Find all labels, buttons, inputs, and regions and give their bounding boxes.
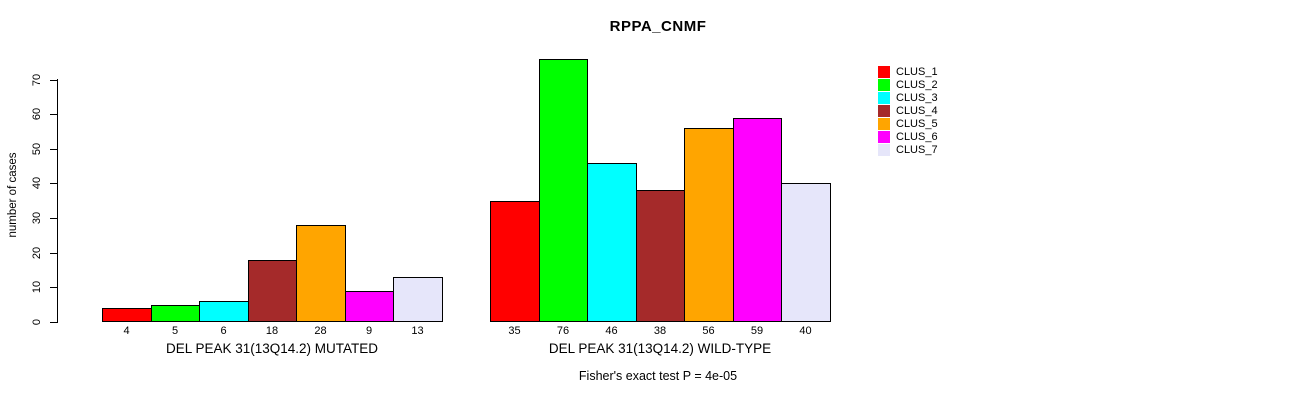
y-axis-line: [57, 79, 58, 323]
bar-clus_5: [684, 128, 734, 322]
bar-clus_3: [587, 163, 637, 322]
bar-value-label: 35: [508, 325, 521, 337]
y-tick-mark: [50, 218, 57, 219]
bar-value-label: 18: [265, 325, 279, 337]
legend-label: CLUS_7: [896, 144, 938, 156]
bar-value-label: 13: [411, 325, 424, 337]
y-tick-label: 70: [31, 73, 43, 87]
legend-swatch: [878, 66, 890, 78]
y-tick-mark: [50, 253, 57, 254]
legend-swatch: [878, 144, 890, 156]
y-tick-mark: [50, 114, 57, 115]
y-tick-mark: [50, 287, 57, 288]
bar-value-label: 76: [556, 325, 570, 337]
bar-value-label: 38: [653, 325, 667, 337]
bar-value-label: 5: [171, 325, 179, 337]
bar-clus_4: [248, 260, 297, 322]
chart-title: RPPA_CNMF: [609, 18, 707, 35]
bar-clus_5: [296, 225, 346, 322]
legend-swatch: [878, 105, 890, 117]
bar-clus_7: [393, 277, 443, 322]
legend-swatch: [878, 118, 890, 130]
y-tick-mark: [50, 149, 57, 150]
bar-clus_2: [151, 305, 200, 322]
bar-clus_1: [102, 308, 152, 322]
y-tick-label: 40: [31, 176, 43, 190]
bar-clus_2: [539, 59, 588, 322]
legend-label: CLUS_5: [896, 118, 938, 130]
legend-label: CLUS_6: [896, 131, 938, 143]
bar-clus_6: [345, 291, 394, 322]
y-tick-label: 0: [31, 318, 43, 326]
bar-value-label: 59: [750, 325, 764, 337]
bar-value-label: 28: [314, 325, 327, 337]
group-label: DEL PEAK 31(13Q14.2) MUTATED: [165, 341, 379, 356]
legend-swatch: [878, 131, 890, 143]
legend-swatch: [878, 92, 890, 104]
group-label: DEL PEAK 31(13Q14.2) WILD-TYPE: [548, 341, 772, 356]
bar-clus_4: [636, 190, 685, 322]
bar-value-label: 46: [605, 325, 618, 337]
y-tick-label: 50: [31, 142, 43, 156]
bar-value-label: 9: [365, 325, 373, 337]
legend-swatch: [878, 79, 890, 91]
fisher-test-note: Fisher's exact test P = 4e-05: [578, 369, 738, 383]
bar-value-label: 56: [702, 325, 715, 337]
y-tick-mark: [50, 183, 57, 184]
bar-clus_3: [199, 301, 249, 322]
y-tick-label: 30: [31, 211, 43, 225]
y-axis-title: number of cases: [7, 152, 19, 238]
bar-clus_7: [781, 183, 831, 322]
bar-clus_1: [490, 201, 540, 322]
y-tick-label: 10: [31, 280, 43, 294]
y-tick-label: 60: [31, 107, 43, 121]
legend-label: CLUS_1: [896, 66, 938, 78]
y-tick-mark: [50, 322, 57, 323]
legend-label: CLUS_4: [896, 105, 938, 117]
y-tick-label: 20: [31, 246, 43, 260]
bar-value-label: 40: [799, 325, 812, 337]
bar-value-label: 4: [123, 325, 130, 337]
y-tick-mark: [50, 80, 57, 81]
bar-clus_6: [733, 118, 782, 322]
legend-label: CLUS_2: [896, 79, 938, 91]
legend-label: CLUS_3: [896, 92, 938, 104]
bar-value-label: 6: [220, 325, 227, 337]
